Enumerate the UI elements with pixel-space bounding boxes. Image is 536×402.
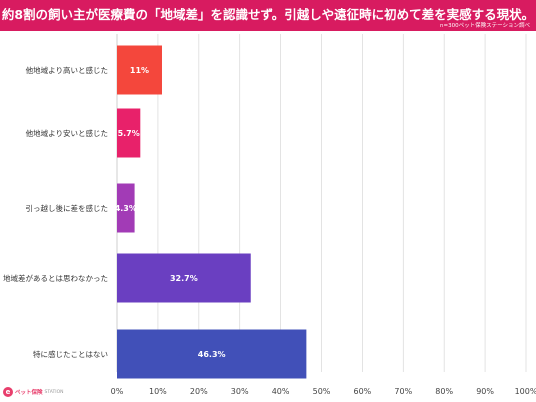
bar: [117, 108, 141, 158]
bar-value-label: 32.7%: [170, 274, 198, 283]
bar: [117, 329, 307, 379]
x-tick-label: 40%: [272, 387, 290, 396]
x-tick-label: 70%: [394, 387, 412, 396]
bar-value-label: 5.7%: [118, 129, 140, 138]
bar-value-label: 4.3%: [115, 204, 137, 213]
x-tick-label: 100%: [515, 387, 536, 396]
bar: [117, 45, 162, 95]
x-tick-label: 50%: [313, 387, 331, 396]
x-tick-label: 20%: [190, 387, 208, 396]
logo-mark-icon: e: [3, 387, 13, 397]
category-label: 地域差があるとは思わなかった: [3, 273, 108, 283]
chart-title: 約8割の飼い主が医療費の「地域差」を認識せず。引越しや遠征時に初めて差を実感する…: [1, 7, 535, 22]
source-note: n=300ペット保険ステーション調べ: [440, 23, 530, 29]
category-label: 特に感じたことはない: [33, 349, 108, 359]
x-tick-label: 10%: [149, 387, 167, 396]
brand-logo: e ペット保険 STATION: [3, 386, 64, 398]
title-banner: 約8割の飼い主が医療費の「地域差」を認識せず。引越しや遠征時に初めて差を実感する…: [0, 0, 536, 31]
category-label: 引っ越し後に差を感じた: [26, 203, 109, 213]
bar-value-label: 11%: [130, 66, 149, 75]
bar-value-label: 46.3%: [198, 350, 226, 359]
bar-chart: 0% 10% 20% 30% 40% 50% 60% 70% 80% 90% 100% 11% 他地域よ…: [3, 34, 536, 396]
logo-name: ペット保険: [15, 390, 43, 396]
logo-sub: STATION: [44, 389, 64, 395]
bar: [117, 183, 135, 233]
category-label: 他地域より高いと感じた: [26, 65, 108, 75]
x-tick-label: 0%: [111, 387, 124, 396]
x-tick-label: 60%: [354, 387, 372, 396]
x-tick-label: 90%: [476, 387, 494, 396]
x-tick-label: 30%: [231, 387, 249, 396]
category-label: 他地域より安いと感じた: [26, 128, 108, 138]
x-tick-label: 80%: [435, 387, 453, 396]
bar: [117, 253, 251, 303]
